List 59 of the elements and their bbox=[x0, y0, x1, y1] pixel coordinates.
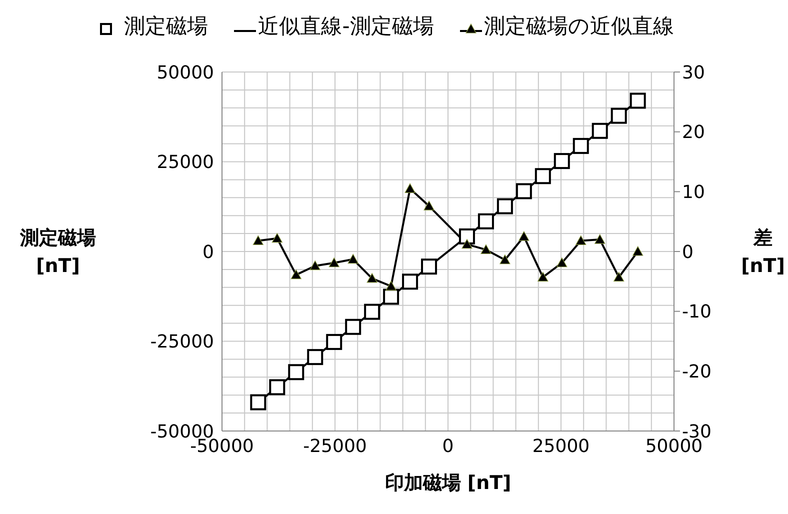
point bbox=[572, 138, 589, 154]
point bbox=[252, 235, 264, 246]
legend-label: 近似直線-測定磁場 bbox=[257, 14, 434, 38]
point bbox=[518, 231, 530, 241]
point bbox=[290, 270, 302, 280]
y-tick-label: -25000 bbox=[150, 332, 214, 353]
x-axis-title: 印加磁場 [nT] bbox=[384, 471, 512, 496]
point bbox=[310, 260, 320, 270]
point bbox=[462, 239, 472, 249]
y2-tick-label: 20 bbox=[682, 122, 705, 144]
x-tick-label: -25000 bbox=[303, 436, 367, 457]
point bbox=[402, 274, 418, 290]
point bbox=[576, 235, 586, 246]
legend-label: 測定磁場の近似直線 bbox=[482, 14, 674, 38]
point bbox=[328, 258, 340, 268]
point bbox=[458, 228, 475, 244]
point bbox=[424, 200, 434, 210]
point bbox=[592, 122, 608, 139]
point bbox=[250, 394, 266, 410]
point bbox=[554, 153, 570, 170]
point bbox=[556, 258, 568, 268]
y2-tick-label: -20 bbox=[682, 362, 712, 383]
point bbox=[386, 280, 396, 291]
point bbox=[534, 168, 551, 184]
point bbox=[383, 288, 400, 305]
point bbox=[478, 213, 494, 230]
point bbox=[307, 349, 324, 366]
point bbox=[480, 244, 492, 254]
y-tick-label: 50000 bbox=[156, 62, 214, 84]
point bbox=[632, 246, 644, 256]
point bbox=[366, 273, 378, 283]
point bbox=[269, 379, 286, 396]
point bbox=[630, 92, 646, 109]
x-tick-label: 25000 bbox=[532, 436, 590, 457]
point bbox=[516, 183, 532, 200]
y2-tick-label: 30 bbox=[682, 62, 705, 84]
point bbox=[594, 234, 606, 244]
y-tick-label: 25000 bbox=[156, 152, 214, 174]
point bbox=[345, 318, 362, 335]
point bbox=[538, 272, 548, 282]
point bbox=[404, 183, 416, 193]
point bbox=[326, 334, 342, 350]
point bbox=[348, 254, 358, 264]
y2-axis-title: 差 [nT] bbox=[740, 226, 786, 278]
point bbox=[500, 254, 510, 264]
legend-label: 測定磁場 bbox=[123, 14, 208, 38]
y-axis-title: 測定磁場 [nT] bbox=[18, 226, 97, 278]
y2-tick-label: 0 bbox=[682, 242, 694, 263]
y2-tick-label: -10 bbox=[682, 302, 712, 323]
x-tick-label: 0 bbox=[442, 436, 454, 457]
point bbox=[496, 198, 513, 214]
y-tick-label: 0 bbox=[202, 242, 214, 263]
y2-tick-label: 10 bbox=[682, 182, 705, 204]
point bbox=[272, 233, 282, 243]
point bbox=[610, 108, 627, 124]
point bbox=[421, 258, 438, 275]
point bbox=[288, 364, 304, 380]
point bbox=[614, 272, 624, 282]
point bbox=[364, 304, 380, 320]
